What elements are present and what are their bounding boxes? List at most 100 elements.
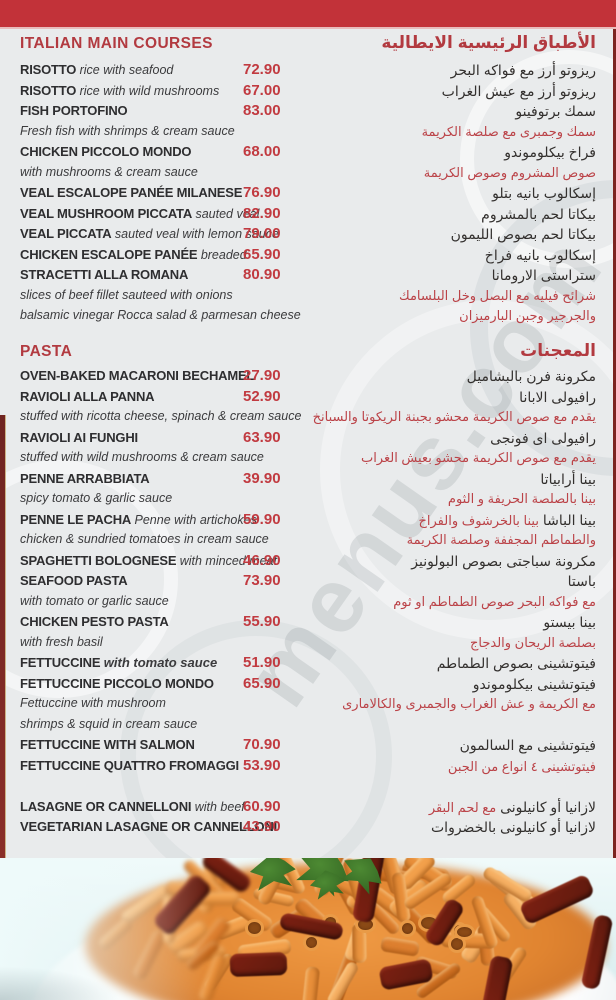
item-english-text: CHICKEN PICCOLO MONDO: [20, 144, 192, 159]
item-price: 67.00: [243, 81, 281, 99]
left-edge-strip: [0, 415, 6, 858]
item-english-text: spicy tomato & garlic sauce: [20, 491, 172, 505]
menu-sub-row: balsamic vinegar Rocca salad & parmesan …: [0, 307, 616, 328]
menu-item-row: RISOTTO rice with seafood 72.90 ريزوتو أرز…: [0, 61, 616, 82]
menu-item-row: CHICKEN PICCOLO MONDO 68.00 فراخ بيكلوموند…: [0, 143, 616, 164]
item-english-text: SEAFOOD PASTA: [20, 573, 128, 588]
item-price: 76.90: [243, 184, 281, 201]
item-description: with fresh basil: [20, 634, 103, 649]
item-arabic-text: بينا بيستو: [543, 614, 596, 631]
item-description: breaded: [200, 247, 247, 262]
item-arabic-text: بصلصة الريحان والدجاج: [470, 635, 596, 651]
item-arabic-name: مكرونة فرن بالبشاميل: [466, 368, 596, 384]
item-english-text: FETTUCCINE WITH SALMON: [20, 737, 195, 752]
section-title-en: ITALIAN MAIN COURSES: [20, 35, 213, 52]
item-arabic-note: سمك وجمبرى مع صلصة الكريمة: [421, 123, 596, 139]
item-description: shrimps & squid in cream sauce: [20, 716, 198, 731]
menu-sub-row: slices of beef fillet sauteed with onion…: [0, 287, 616, 308]
menu-item-row: VEAL MUSHROOM PICCATA sauted veal 82.90 بي…: [0, 205, 616, 226]
menu-item-row: FETTUCCINE QUATTRO FROMAGGI 53.90 فيتوتشين…: [0, 757, 616, 778]
item-arabic-note: مع فواكه البحر صوص الطماطم او ثوم: [393, 593, 596, 609]
item-arabic-text: والطماطم المجففة وصلصة الكريمة: [407, 532, 596, 548]
item-arabic-name: سمك برتوفينو: [515, 103, 596, 119]
item-english-text: FETTUCCINE QUATTRO FROMAGGI: [20, 758, 239, 773]
item-name: STRACETTI ALLA ROMANA: [20, 267, 189, 282]
item-english-text: stuffed with wild mushrooms & cream sauc…: [20, 450, 264, 464]
item-arabic-name: مكرونة سباجتى بصوص البولونيز: [411, 552, 596, 569]
item-name: LASAGNE OR CANNELLONI: [20, 798, 192, 814]
menu-item-row: RAVIOLI ALLA PANNA 52.90 رافيولى الابانا: [0, 388, 616, 409]
item-arabic-name: بيكاتا لحم بالمشروم: [481, 205, 596, 222]
item-description: chicken & sundried tomatoes in cream sau…: [20, 532, 269, 546]
menu-item-row: VEGETARIAN LASAGNE OR CANNELLONI 43.90 لاز…: [0, 818, 616, 839]
item-name: VEAL MUSHROOM PICCATA: [20, 205, 193, 221]
item-arabic-text: فراخ بيكلوموندو: [504, 144, 596, 161]
item-name: SEAFOOD PASTA: [20, 573, 128, 588]
item-description: slices of beef fillet sauteed with onion…: [20, 287, 233, 302]
item-english-text: PENNE ARRABBIATA: [20, 470, 150, 486]
item-arabic-note: شرائح فيليه مع البصل وخل البلسامك: [398, 287, 596, 303]
item-arabic-text: لازانيا أو كانيلونى مع لحم البقر: [429, 799, 596, 816]
menu-list-pasta: OVEN-BAKED MACARONI BECHAMEL 27.90 مكرونة …: [0, 367, 616, 839]
item-price: 39.90: [243, 469, 281, 487]
item-arabic-text: مكرونة فرن بالبشاميل: [467, 368, 596, 385]
item-arabic-name: فيتوتشينى بيكلوموندو: [472, 675, 596, 692]
item-arabic-text: رافيولى الابانا: [519, 389, 596, 406]
item-name: FETTUCCINE PICCOLO MONDO: [20, 675, 214, 691]
item-description: balsamic vinegar Rocca salad & parmesan …: [20, 308, 301, 322]
item-name: RAVIOLI ALLA PANNA: [20, 388, 155, 404]
item-english-text: stuffed with ricotta cheese, spinach & c…: [20, 409, 301, 423]
item-arabic-text: ستراستى الارومانا: [492, 267, 596, 284]
item-english-text: Fresh fish with shrimps & cream sauce: [20, 124, 235, 138]
menu-item-row: LASAGNE OR CANNELLONI with beef 60.90 لازا…: [0, 798, 616, 819]
item-english-text: OVEN-BAKED MACARONI BECHAMEL: [20, 368, 254, 383]
item-arabic-text: سمك برتوفينو: [515, 103, 596, 120]
item-arabic-note: بصلصة الريحان والدجاج: [470, 634, 596, 650]
item-name: CHICKEN ESCALOPE PANÉE: [20, 246, 198, 262]
item-arabic-text: ريزوتو أرز مع فواكه البحر: [451, 62, 596, 79]
item-name: RAVIOLI AI FUNGHI: [20, 429, 138, 445]
item-english-text: FISH PORTOFINO: [20, 103, 128, 118]
item-arabic-note: مع لحم البقر: [428, 799, 497, 815]
menu-item-row: PENNE ARRABBIATA 39.90 بينا أرابياتا: [0, 470, 616, 491]
menu-sub-row: stuffed with wild mushrooms & cream sauc…: [0, 449, 616, 470]
item-name: PENNE ARRABBIATA: [20, 470, 150, 486]
item-name: CHICKEN PICCOLO MONDO: [20, 144, 192, 159]
item-price: 68.00: [243, 143, 281, 160]
item-price: 59.90: [243, 510, 281, 528]
item-arabic-name: رافيولى الابانا: [519, 388, 596, 405]
item-arabic-text: رافيولى اى فونجى: [490, 430, 596, 447]
item-english-text: VEGETARIAN LASAGNE OR CANNELLONI: [20, 819, 277, 834]
item-arabic-note: يقدم مع صوص الكريمة محشو بعيش الغراب: [360, 450, 596, 465]
item-arabic-name: لازانيا أو كانيلونى بالخضروات: [431, 819, 596, 835]
section-title-ar: الأطباق الرئيسية الايطالية: [381, 33, 596, 52]
item-english-text: shrimps & squid in cream sauce: [20, 717, 197, 731]
item-english-text: VEAL ESCALOPE PANÉE MILANESE: [20, 185, 242, 200]
item-description: Penne with artichokes: [134, 512, 257, 527]
menu-item-row: CHICKEN PESTO PASTA 55.90 بينا بيستو: [0, 613, 616, 634]
item-arabic-name: إسكالوب بانيه فراخ: [484, 246, 596, 263]
item-description: with beef: [194, 799, 245, 814]
item-price: 53.90: [243, 756, 281, 774]
item-english-text: RAVIOLI ALLA PANNA: [20, 388, 155, 404]
menu-sub-row: spicy tomato & garlic sauce بينا بالصلصة …: [0, 490, 616, 511]
item-arabic-note: يقدم مع صوص الكريمة محشو بجبنة الريكوتا …: [312, 409, 596, 424]
item-arabic-name: بينا بيستو: [543, 614, 596, 630]
item-arabic-name: بينا أرابياتا: [540, 470, 596, 487]
item-arabic-text: مع الكريمة و عش الغراب والجمبرى والكالام…: [342, 696, 596, 712]
item-name: FETTUCCINE WITH SALMON: [20, 737, 195, 752]
item-english-text: Fettuccine with mushroom: [20, 696, 166, 710]
item-arabic-text: صوص المشروم وصوص الكريمة: [424, 165, 596, 181]
item-price: 80.90: [243, 266, 281, 283]
item-price: 70.90: [243, 736, 281, 753]
item-english-text: FETTUCCINE with tomato sauce: [20, 655, 217, 670]
item-english-text: VEAL PICCATA sauted veal with lemon sauc…: [20, 226, 279, 241]
item-english-text: with tomato or garlic sauce: [20, 594, 169, 608]
item-english-text: RISOTTO rice with seafood: [20, 62, 173, 77]
item-description: with tomato sauce: [103, 655, 218, 670]
item-arabic-text: بيكاتا لحم بصوص الليمون: [451, 226, 596, 243]
item-description: Fettuccine with mushroom: [20, 696, 166, 710]
pasta-photo: [0, 858, 616, 1000]
item-arabic-text: يقدم مع صوص الكريمة محشو بجبنة الريكوتا …: [313, 409, 596, 425]
